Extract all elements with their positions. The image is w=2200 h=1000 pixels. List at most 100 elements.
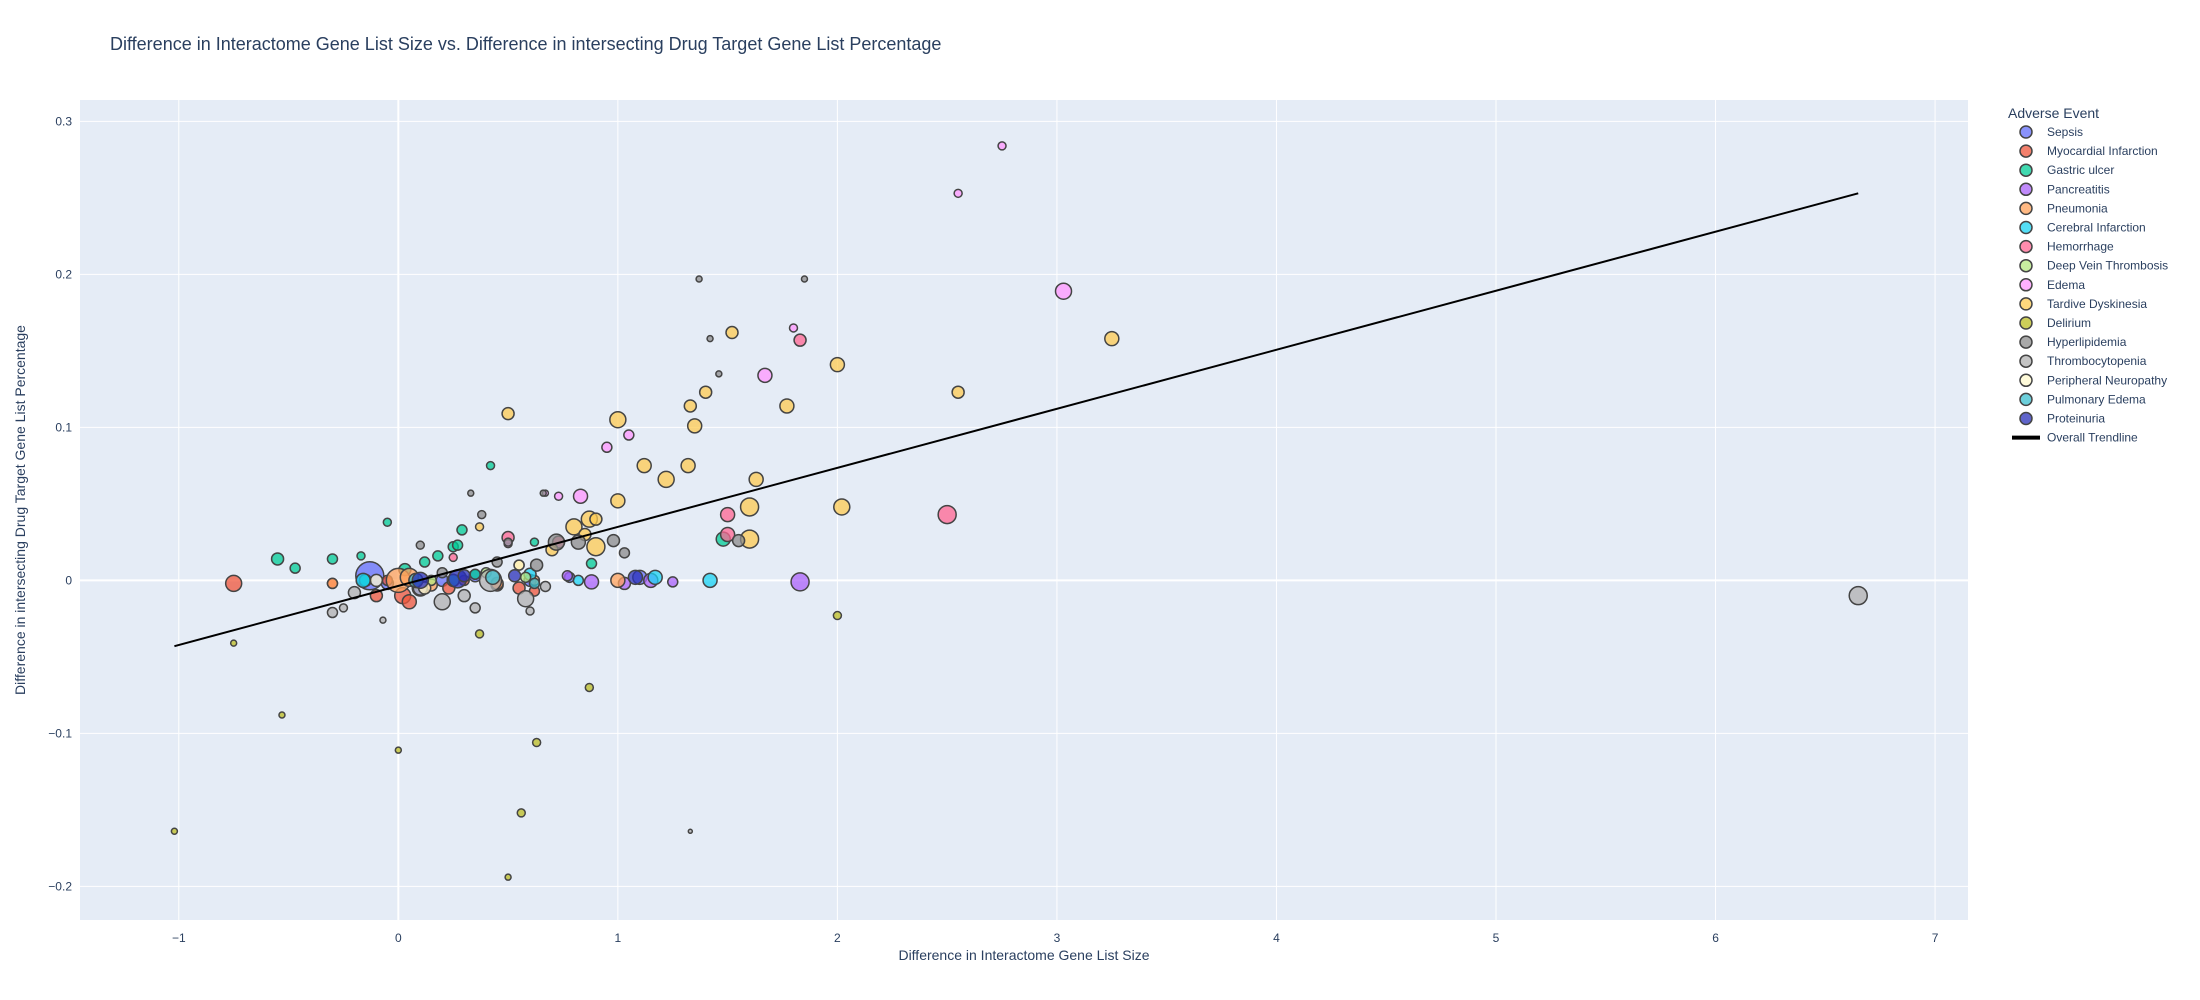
data-point	[451, 539, 464, 551]
legend-item[interactable]: Delirium	[2019, 316, 2091, 330]
legend-item[interactable]: Myocardial Infarction	[2019, 144, 2158, 158]
legend-label: Hyperlipidemia	[2047, 335, 2127, 349]
data-point	[1054, 282, 1073, 300]
legend-marker	[2019, 316, 2033, 330]
data-point	[456, 524, 468, 536]
data-point	[474, 629, 485, 639]
data-point	[719, 506, 736, 523]
data-point	[229, 639, 238, 647]
data-point	[627, 569, 644, 586]
data-point	[565, 518, 583, 536]
data-point	[680, 457, 696, 474]
data-point	[484, 569, 501, 586]
legend-label: Overall Trendline	[2047, 431, 2138, 445]
data-point	[433, 593, 451, 611]
data-point	[561, 570, 574, 582]
y-tick-label: 0.2	[55, 267, 72, 281]
legend-marker	[2019, 258, 2033, 273]
data-point	[170, 827, 179, 836]
legend-item[interactable]: Gastric ulcer	[2019, 163, 2114, 177]
data-point	[1104, 330, 1120, 347]
tick-labels: −1 0 1 2 3 4 5 6 7 −0.2 −0.1 0 0.1 0.2 0.3	[48, 114, 1938, 945]
x-tick-label: 5	[1493, 931, 1500, 945]
data-point	[326, 606, 339, 619]
legend-item[interactable]: Pulmonary Edema	[2019, 392, 2146, 406]
x-tick-label: 7	[1932, 931, 1939, 945]
data-point	[686, 418, 703, 434]
data-point	[609, 410, 627, 429]
data-point	[355, 572, 371, 589]
legend-item[interactable]: Pancreatitis	[2019, 182, 2110, 196]
legend-item[interactable]: Proteinuria	[2019, 412, 2105, 426]
data-point	[584, 682, 595, 693]
data-point	[457, 588, 471, 603]
data-point	[513, 559, 525, 571]
y-tick-label: 0	[65, 573, 72, 587]
data-point	[379, 616, 387, 624]
data-point	[739, 497, 760, 517]
data-point	[606, 533, 621, 548]
data-point	[503, 537, 513, 547]
data-point	[715, 370, 723, 378]
x-tick-label: 1	[615, 931, 622, 945]
legend-item[interactable]: Peripheral Neuropathy	[2019, 373, 2167, 387]
data-point	[432, 550, 444, 562]
data-point	[401, 594, 418, 610]
legend-label: Tardive Dyskinesia	[2047, 297, 2147, 311]
data-point	[469, 602, 481, 614]
legend-label: Delirium	[2047, 316, 2091, 330]
data-point	[695, 275, 703, 283]
data-point	[666, 576, 679, 588]
y-axis-title: Difference in intersecting Drug Target G…	[12, 325, 28, 695]
legend-item[interactable]: Cerebral Infarction	[2019, 220, 2146, 235]
data-point	[457, 569, 471, 583]
data-point	[572, 488, 589, 504]
data-point	[800, 275, 809, 283]
legend-marker	[2019, 163, 2033, 177]
legend-item[interactable]: Tardive Dyskinesia	[2019, 297, 2147, 311]
data-point	[516, 589, 535, 608]
data-point	[610, 572, 626, 589]
legend-item[interactable]: Edema	[2019, 278, 2085, 292]
legend-marker	[2019, 220, 2033, 235]
data-point	[683, 399, 698, 413]
data-point	[448, 552, 458, 563]
data-point	[529, 558, 544, 572]
data-point	[504, 873, 512, 881]
plot-area	[80, 100, 1968, 920]
x-tick-label: 3	[1054, 931, 1061, 945]
y-tick-label: 0.3	[55, 114, 72, 128]
data-point	[369, 573, 384, 588]
legend-item[interactable]: Pneumonia	[2019, 201, 2108, 215]
legend-marker	[2019, 278, 2033, 292]
data-point	[731, 533, 746, 548]
data-point	[647, 569, 663, 586]
legend-label: Gastric ulcer	[2047, 163, 2114, 177]
legend-item[interactable]: Thrombocytopenia	[2019, 354, 2147, 368]
data-point	[997, 141, 1007, 151]
data-point	[326, 577, 339, 590]
data-point	[698, 385, 713, 399]
data-point	[270, 552, 285, 566]
data-point	[586, 536, 606, 557]
data-point	[572, 574, 585, 587]
data-point	[725, 325, 739, 340]
legend-item[interactable]: Sepsis	[2019, 125, 2083, 139]
legend-item-trendline[interactable]: Overall Trendline	[2012, 431, 2138, 445]
data-point	[757, 367, 773, 384]
data-point	[539, 489, 547, 497]
x-tick-label: 6	[1712, 931, 1719, 945]
data-point	[589, 512, 603, 526]
legend-label: Myocardial Infarction	[2047, 144, 2158, 158]
data-point	[476, 509, 487, 520]
chart-title: Difference in Interactome Gene List Size…	[110, 34, 941, 54]
data-point	[829, 356, 846, 373]
data-point	[469, 568, 481, 581]
legend-item[interactable]: Hemorrhage	[2019, 240, 2114, 254]
legend-marker	[2019, 144, 2033, 158]
data-points	[170, 141, 1868, 881]
data-point	[474, 522, 485, 532]
legend-item[interactable]: Hyperlipidemia	[2019, 335, 2127, 349]
legend-item[interactable]: Deep Vein Thrombosis	[2019, 258, 2168, 273]
